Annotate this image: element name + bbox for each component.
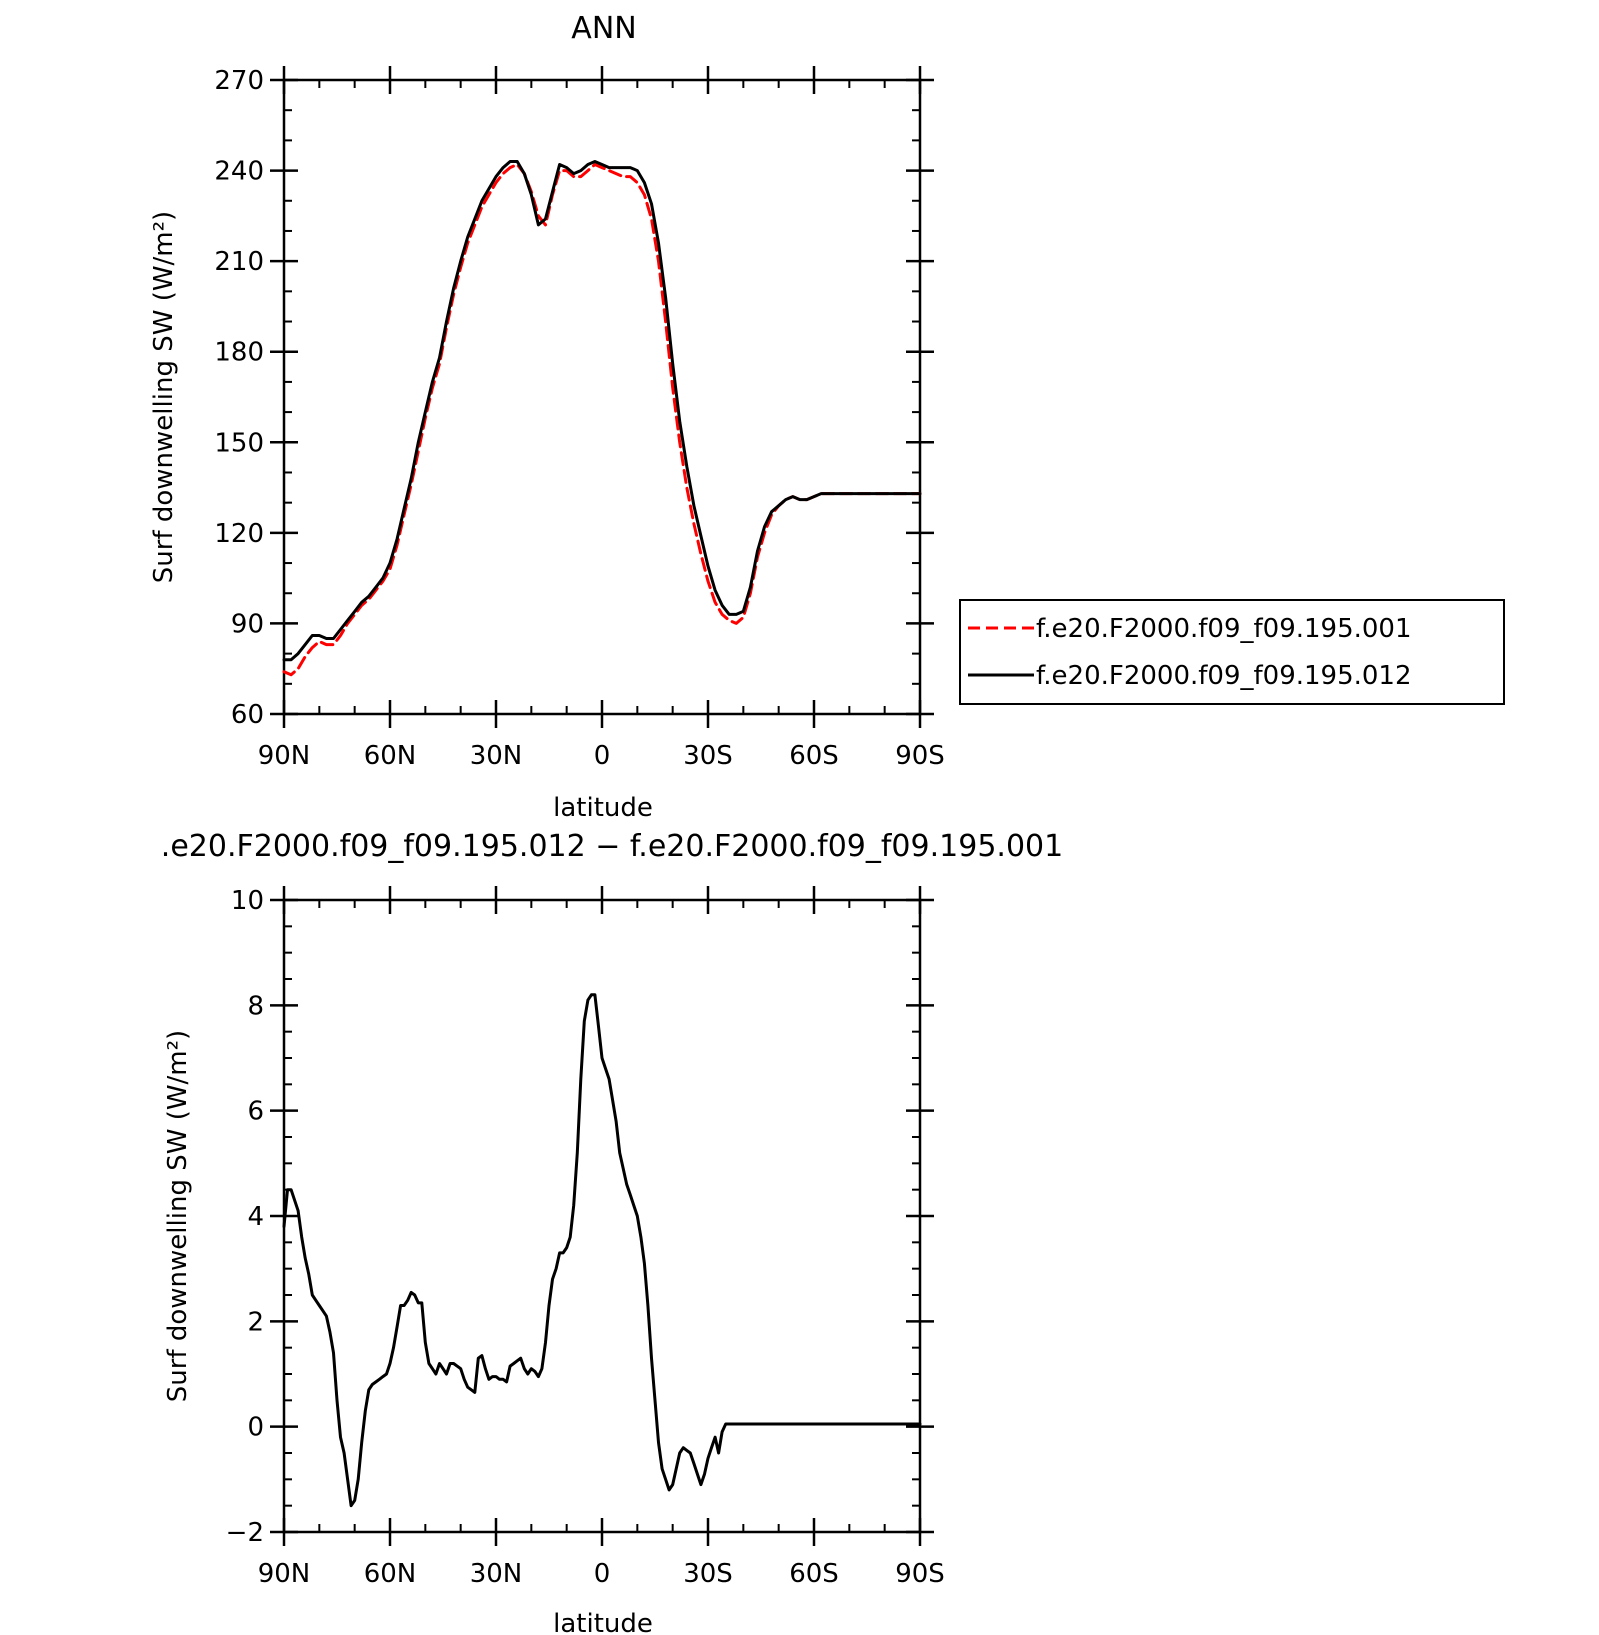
y-tick-label: 150 xyxy=(214,428,264,458)
legend-label-series-012: f.e20.F2000.f09_f09.195.012 xyxy=(1036,661,1412,691)
legend-label-series-001: f.e20.F2000.f09_f09.195.001 xyxy=(1036,614,1412,644)
top-x-tick-labels: 90N 60N 30N 0 30S 60S 90S xyxy=(258,741,945,771)
y-tick-label: 210 xyxy=(214,247,264,277)
x-tick-label: 60S xyxy=(789,1559,839,1589)
top-y-tick-labels: 60 90 120 150 180 210 240 270 xyxy=(214,66,264,730)
top-series-lines xyxy=(282,160,922,677)
x-tick-label: 90S xyxy=(895,741,945,771)
x-tick-label: 60S xyxy=(789,741,839,771)
bottom-x-tick-labels: 90N 60N 30N 0 30S 60S 90S xyxy=(258,1559,945,1589)
bottom-y-axis-label: Surf downwelling SW (W/m²) xyxy=(163,1030,193,1402)
series-line-0 xyxy=(282,163,922,677)
bottom-chart-title: .e20.F2000.f09_f09.195.012 − f.e20.F2000… xyxy=(161,829,1063,864)
x-tick-label: 60N xyxy=(364,1559,417,1589)
y-tick-label: 4 xyxy=(247,1202,264,1232)
y-tick-label: 6 xyxy=(247,1097,264,1127)
y-tick-label: 240 xyxy=(214,157,264,187)
y-tick-label: 10 xyxy=(231,886,264,916)
x-tick-label: 90N xyxy=(258,741,311,771)
bottom-series-lines xyxy=(282,993,922,1508)
bottom-plot-frame xyxy=(282,898,922,1534)
x-tick-label: 90N xyxy=(258,1559,311,1589)
bottom-x-axis-label: latitude xyxy=(553,1609,653,1635)
series-line-1 xyxy=(282,160,922,662)
y-tick-label: 180 xyxy=(214,338,264,368)
y-tick-label: 60 xyxy=(231,700,264,730)
bottom-axis-ticks xyxy=(270,886,934,1546)
x-tick-label: 0 xyxy=(594,1559,611,1589)
top-chart-title: ANN xyxy=(571,11,636,46)
y-tick-label: 8 xyxy=(247,991,264,1021)
x-tick-label: 30S xyxy=(683,1559,733,1589)
x-tick-label: 60N xyxy=(364,741,417,771)
top-axis-ticks xyxy=(270,66,934,728)
legend-box xyxy=(959,599,1505,705)
y-tick-label: 270 xyxy=(214,66,264,96)
y-tick-label: 0 xyxy=(247,1413,264,1443)
x-tick-label: 0 xyxy=(594,741,611,771)
legend: f.e20.F2000.f09_f09.195.001 f.e20.F2000.… xyxy=(959,599,1505,705)
y-tick-label: 90 xyxy=(231,609,264,639)
x-tick-label: 30N xyxy=(470,741,523,771)
bottom-y-tick-labels: −2 0 2 4 6 8 10 xyxy=(226,886,264,1548)
top-plot-frame xyxy=(282,78,922,716)
top-panel: ANN 60 90 120 150 180 210 240 270 90N 60N 30N 0 30S… xyxy=(149,11,1505,823)
top-x-axis-label: latitude xyxy=(553,793,653,823)
y-tick-label: 2 xyxy=(247,1307,264,1337)
bottom-panel: .e20.F2000.f09_f09.195.012 − f.e20.F2000… xyxy=(161,829,1063,1635)
y-tick-label: −2 xyxy=(226,1518,264,1548)
top-y-axis-label: Surf downwelling SW (W/m²) xyxy=(149,211,179,583)
x-tick-label: 30S xyxy=(683,741,733,771)
series-line-0 xyxy=(282,993,922,1508)
x-tick-label: 30N xyxy=(470,1559,523,1589)
y-tick-label: 120 xyxy=(214,519,264,549)
x-tick-label: 90S xyxy=(895,1559,945,1589)
